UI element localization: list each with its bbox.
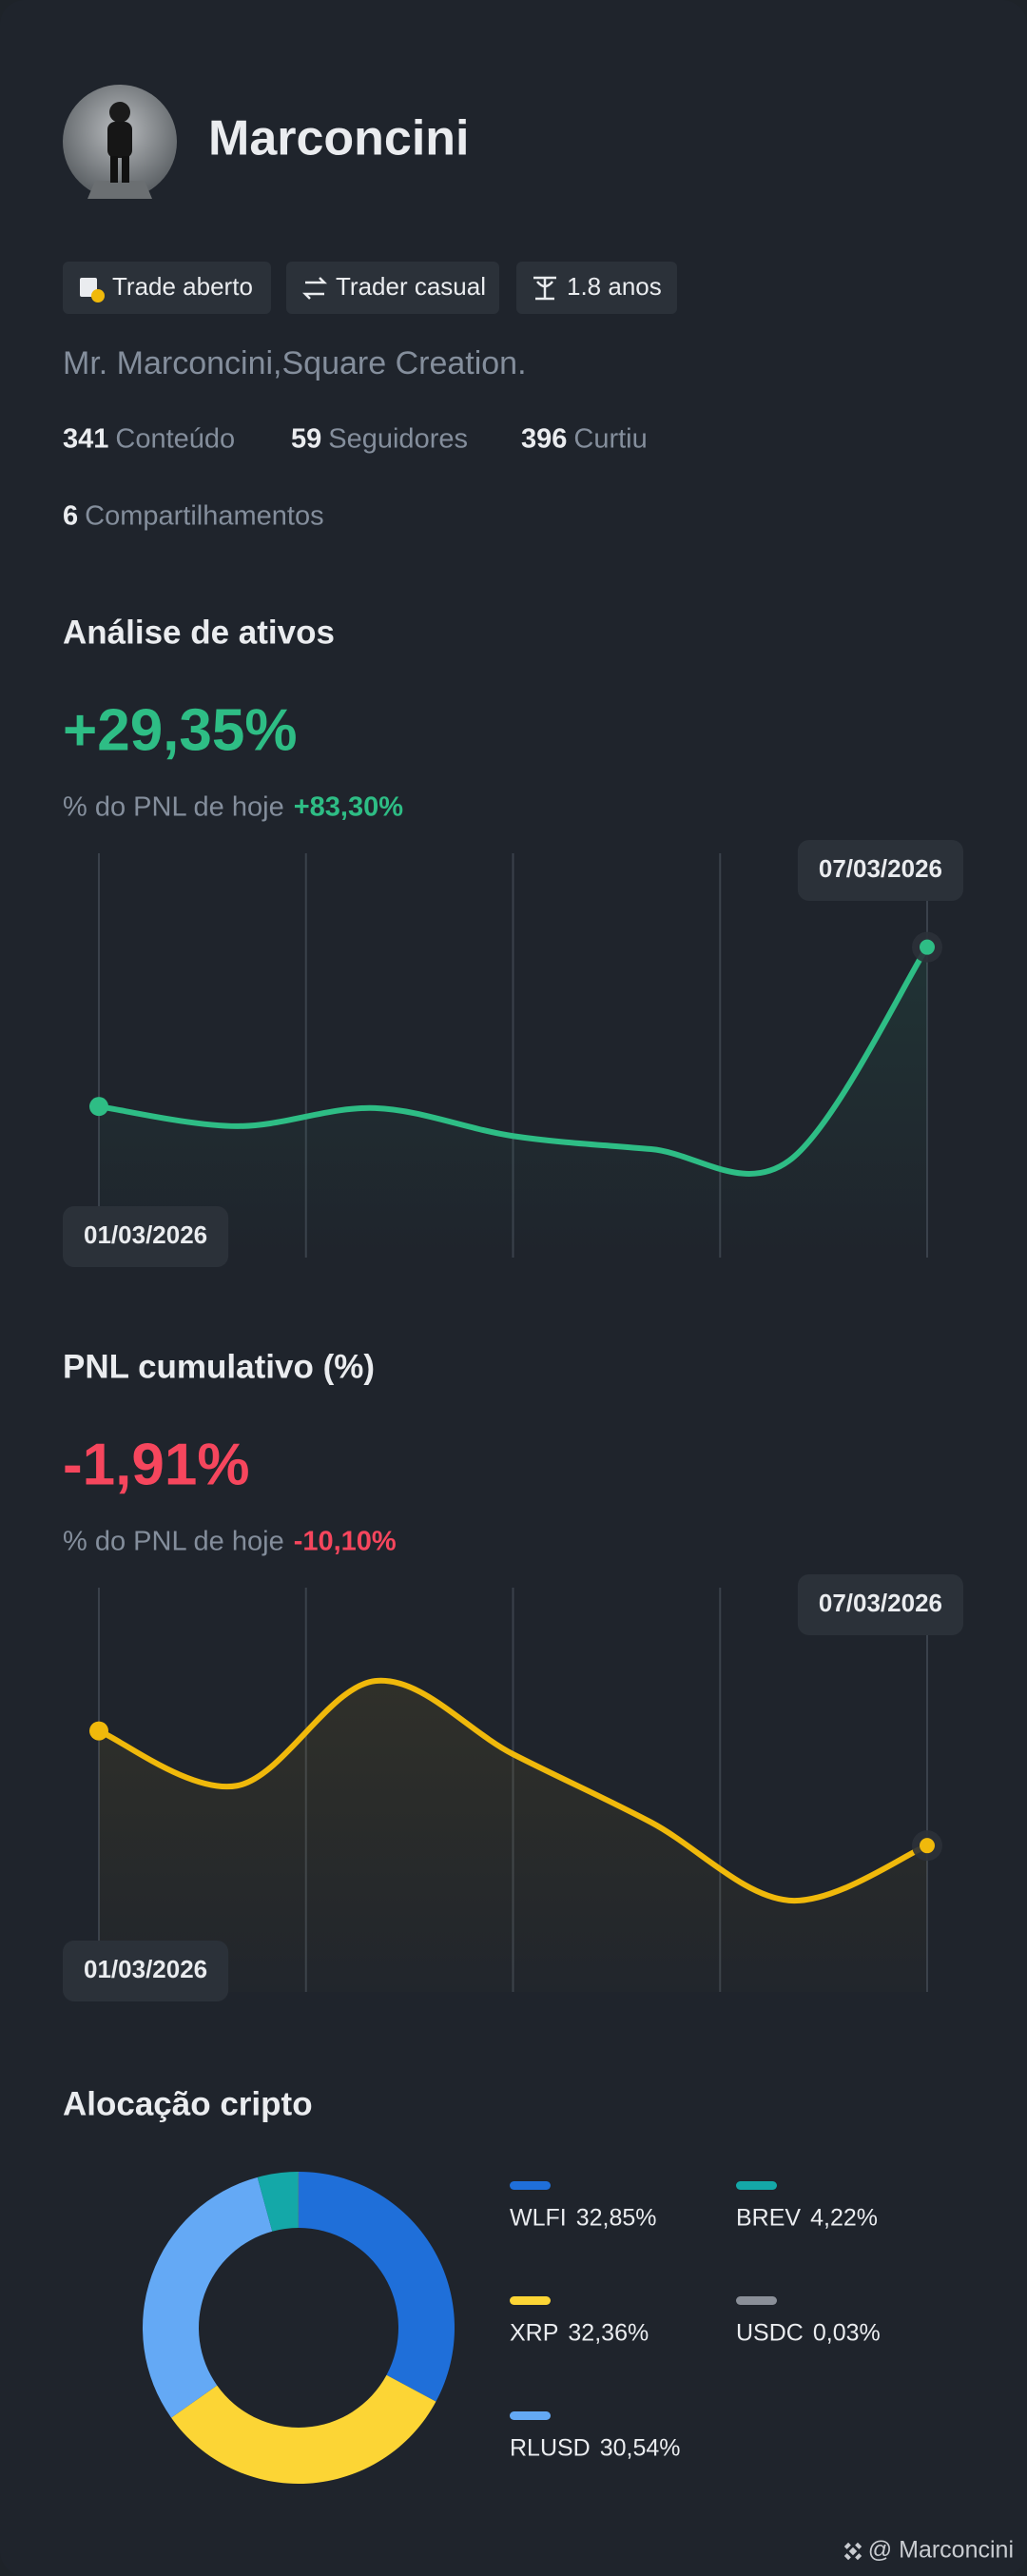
date-label: 07/03/2026 bbox=[819, 1589, 942, 1617]
date-label: 01/03/2026 bbox=[84, 1955, 207, 1983]
donut-slice bbox=[299, 2172, 455, 2402]
donut-slice bbox=[142, 2176, 273, 2418]
badge-label: 1.8 anos bbox=[567, 272, 662, 301]
line-area bbox=[99, 946, 927, 1258]
legend-swatch bbox=[510, 2181, 551, 2190]
section-title: Análise de ativos bbox=[63, 614, 335, 651]
legend-value: 0,03% bbox=[813, 2320, 881, 2347]
pnl-chart: PNL cumulativo (%) -1,91% % do PNL de hoje… bbox=[63, 1348, 963, 2001]
date-label: 01/03/2026 bbox=[84, 1220, 207, 1249]
stat-label: Conteúdo bbox=[115, 424, 235, 455]
headline: +29,35% bbox=[63, 697, 298, 763]
section-title: PNL cumulativo (%) bbox=[63, 1348, 375, 1385]
donut-slice bbox=[171, 2374, 436, 2484]
legend-value: 30,54% bbox=[600, 2435, 681, 2462]
legend-swatch bbox=[736, 2296, 777, 2305]
date-tooltip bbox=[63, 1206, 229, 1267]
legend-name: RLUSD bbox=[510, 2435, 591, 2462]
watermark-text: @ Marconcini bbox=[868, 2537, 1014, 2564]
start-point bbox=[89, 1721, 108, 1741]
legend-name: XRP bbox=[510, 2320, 558, 2347]
badge-label: Trader casual bbox=[336, 272, 486, 301]
donut-slice bbox=[257, 2172, 299, 2232]
legend-swatch bbox=[510, 2296, 551, 2305]
subtitle: % do PNL de hoje bbox=[63, 792, 284, 823]
legend-value: 32,85% bbox=[576, 2205, 657, 2232]
section-title: Alocação cripto bbox=[63, 2085, 313, 2122]
legend-name: BREV bbox=[736, 2205, 801, 2232]
date-tooltip bbox=[797, 1574, 963, 1635]
legend-value: 32,36% bbox=[568, 2320, 649, 2347]
stat-label: Compartilhamentos bbox=[85, 501, 323, 532]
date-label: 07/03/2026 bbox=[819, 854, 942, 883]
stat-label: Seguidores bbox=[328, 424, 468, 455]
legend-value: 4,22% bbox=[810, 2205, 878, 2232]
legend-name: WLFI bbox=[510, 2205, 567, 2232]
line bbox=[96, 944, 930, 1177]
change: -10,10% bbox=[294, 1527, 397, 1557]
legend-swatch bbox=[510, 2411, 551, 2420]
end-point bbox=[920, 1838, 935, 1854]
stat-label: Curtiu bbox=[573, 424, 647, 455]
line bbox=[96, 1677, 930, 1903]
date-tooltip bbox=[63, 1941, 229, 2001]
legend-name: USDC bbox=[736, 2320, 804, 2347]
profile-name: Marconcini bbox=[208, 111, 470, 166]
avatar[interactable] bbox=[63, 85, 177, 199]
allocation-chart: Alocação cripto WLFI 32,85% XRP 32,36% RLUSD 3… bbox=[63, 2085, 881, 2484]
subtitle: % do PNL de hoje bbox=[63, 1527, 284, 1557]
date-tooltip bbox=[797, 840, 963, 901]
stat-value: 6 bbox=[63, 501, 78, 532]
headline: -1,91% bbox=[63, 1432, 249, 1497]
badge: 1.8 anos bbox=[516, 262, 677, 314]
line-area bbox=[99, 1680, 927, 1992]
stat-value: 341 bbox=[63, 424, 108, 455]
badge: Trader casual bbox=[286, 262, 499, 314]
end-point bbox=[920, 939, 935, 955]
legend-swatch bbox=[736, 2181, 777, 2190]
asset-chart: Análise de ativos +29,35% % do PNL de hoje… bbox=[63, 614, 963, 1267]
bio: Mr. Marconcini,Square Creation. bbox=[63, 345, 527, 381]
stats: 341 Conteúdo 59 Seguidores 396 Curtiu 6 Compart… bbox=[63, 424, 648, 532]
change: +83,30% bbox=[294, 792, 404, 823]
badge-label: Trade aberto bbox=[112, 272, 253, 301]
badge: Trade aberto bbox=[63, 262, 271, 314]
stat-value: 59 bbox=[291, 424, 321, 455]
start-point bbox=[89, 1097, 108, 1117]
stat-value: 396 bbox=[521, 424, 567, 455]
